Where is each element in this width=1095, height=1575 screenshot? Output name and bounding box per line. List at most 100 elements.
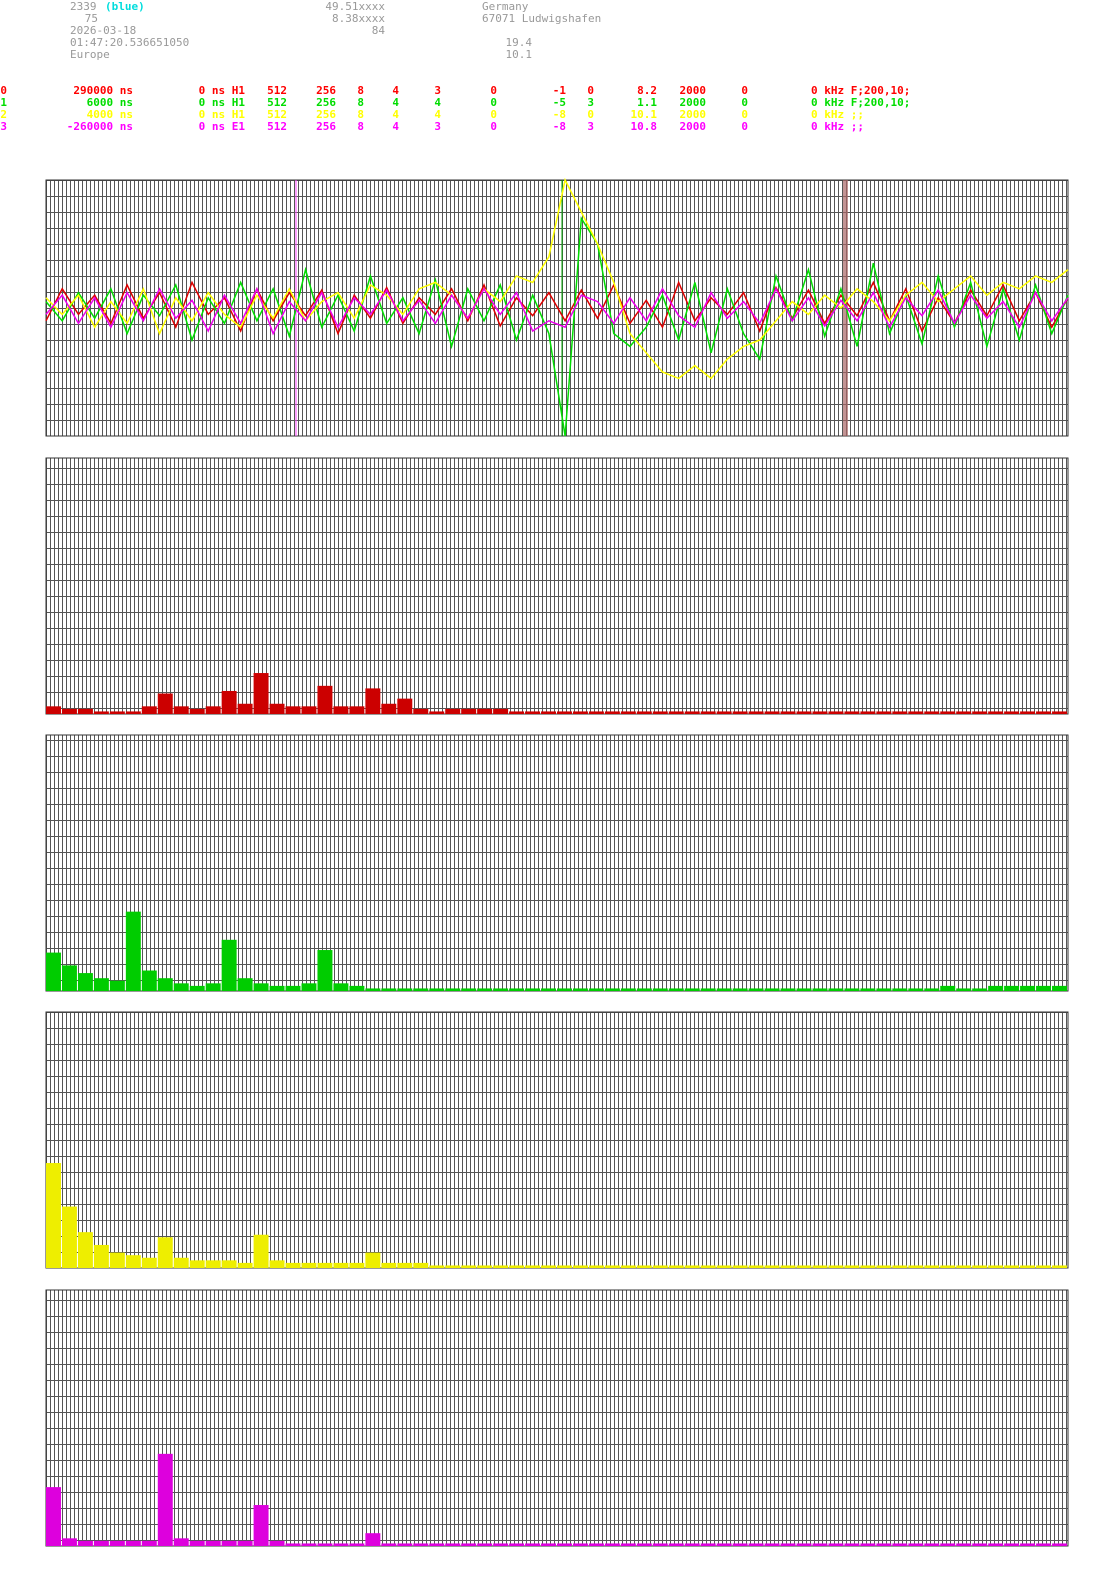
spectrum-bar	[620, 711, 636, 714]
spectrum-bar	[1004, 1543, 1020, 1546]
spectrum-bar	[636, 1265, 652, 1268]
spectrum-bar	[1004, 1265, 1020, 1268]
spectrum-bar	[732, 1543, 748, 1546]
value: 10.1	[506, 48, 533, 61]
spectrum-bar	[972, 988, 988, 991]
spectrum-bar	[445, 708, 461, 714]
spectrum-bar	[716, 988, 732, 991]
spectrum-bar	[780, 1265, 796, 1268]
spectrum-bar	[477, 708, 493, 714]
cell: 3	[587, 96, 594, 109]
spectrum-bar	[269, 985, 285, 991]
spectrum-bar	[381, 988, 397, 991]
spectrum-bar	[1036, 1543, 1052, 1546]
cell: 4000 ns	[87, 108, 133, 121]
spectrum-bar	[253, 983, 269, 991]
spectrum-bar	[221, 939, 237, 991]
spectrum-bar	[365, 1252, 381, 1268]
spectrum-bar	[572, 1543, 588, 1546]
spectrum-bar	[780, 1543, 796, 1546]
cell: -8	[553, 108, 566, 121]
spectrum-bar	[397, 988, 413, 991]
grid-panel	[45, 1011, 1069, 1269]
spectrum-bar	[940, 1543, 956, 1546]
spectrum-bar	[301, 706, 317, 714]
spectrum-bar	[796, 1543, 812, 1546]
spectrum-bar	[620, 1265, 636, 1268]
spectrum-bar	[253, 673, 269, 714]
spectrum-bar	[1036, 985, 1052, 991]
spectrum-bar	[1020, 1543, 1036, 1546]
spectrum-bar	[381, 703, 397, 714]
spectrum-bar	[892, 988, 908, 991]
cell: 8	[357, 84, 364, 97]
spectrum-bar	[604, 1265, 620, 1268]
spectrum-bar	[876, 988, 892, 991]
spectrum-bar	[541, 1543, 556, 1546]
station-id: 2339	[70, 0, 97, 13]
waveform-line	[45, 286, 1069, 336]
cell: 10.8	[631, 120, 658, 133]
spectrum-bar	[812, 1543, 828, 1546]
spectrum-bar	[525, 1265, 541, 1268]
spectrum-bar	[956, 711, 972, 714]
spectrum-bar	[700, 1543, 716, 1546]
spectrum-bar	[828, 1543, 844, 1546]
marker	[843, 180, 848, 436]
cell: 2000	[680, 120, 707, 133]
spectrum-bar	[716, 711, 732, 714]
spectrum-bar	[429, 711, 445, 714]
spectrum-bar	[1020, 1265, 1036, 1268]
spectrum-bar	[684, 988, 700, 991]
spectrum-bar	[541, 1265, 556, 1268]
spectrum-bar	[189, 1260, 205, 1268]
spectrum-bar	[221, 690, 237, 714]
spectrum-bar	[237, 978, 253, 991]
spectrum-bar	[796, 988, 812, 991]
cell: 3	[434, 84, 441, 97]
spectrum-bar	[189, 1540, 205, 1546]
spectrum-bar	[924, 711, 940, 714]
spectrum-bar	[77, 1232, 93, 1268]
spectrum-bar	[812, 711, 828, 714]
spectrum-bar	[972, 1543, 988, 1546]
spectrum-bar	[333, 1262, 349, 1268]
spectrum-bar	[1020, 711, 1036, 714]
spectrum-bar	[141, 1540, 157, 1546]
spectrum-bar	[748, 1265, 764, 1268]
cell: 4	[392, 120, 399, 133]
spectrum-bar	[301, 983, 317, 991]
spectrum-bar	[780, 988, 796, 991]
panels	[45, 177, 1069, 1547]
cell: 0	[587, 108, 594, 121]
spectrum-bar	[93, 711, 109, 714]
spectrum-bar	[876, 1265, 892, 1268]
cell: 0 kHz ;;	[811, 120, 864, 133]
spectrum-bar	[844, 988, 860, 991]
spectrum-bar	[924, 1543, 940, 1546]
spectrum-bar	[588, 1265, 604, 1268]
cell: 256	[316, 108, 336, 121]
spectrum-bar	[141, 1257, 157, 1268]
spectrum-bar	[604, 1543, 620, 1546]
spectrum-bar	[333, 706, 349, 714]
spectrum-bar	[397, 698, 413, 714]
spectrum-bar	[860, 711, 876, 714]
spectrum-bar	[349, 1262, 365, 1268]
spectrum-bar	[668, 1543, 684, 1546]
time: 01:47:20.536651050	[70, 36, 189, 49]
spectrum-bar	[205, 706, 221, 714]
spectrum-bar	[541, 988, 556, 991]
spectrum-bar	[972, 711, 988, 714]
cell: -260000 ns	[67, 120, 133, 133]
spectrum-bar	[429, 1543, 445, 1546]
cell: -1	[553, 84, 567, 97]
spectrum-bar	[301, 1543, 317, 1546]
cell: 0	[490, 108, 497, 121]
spectrum-bar	[205, 983, 221, 991]
spectrum-bar	[349, 706, 365, 714]
spectrum-bar	[397, 1543, 413, 1546]
cell: 4	[434, 96, 441, 109]
spectrum-bar	[588, 711, 604, 714]
